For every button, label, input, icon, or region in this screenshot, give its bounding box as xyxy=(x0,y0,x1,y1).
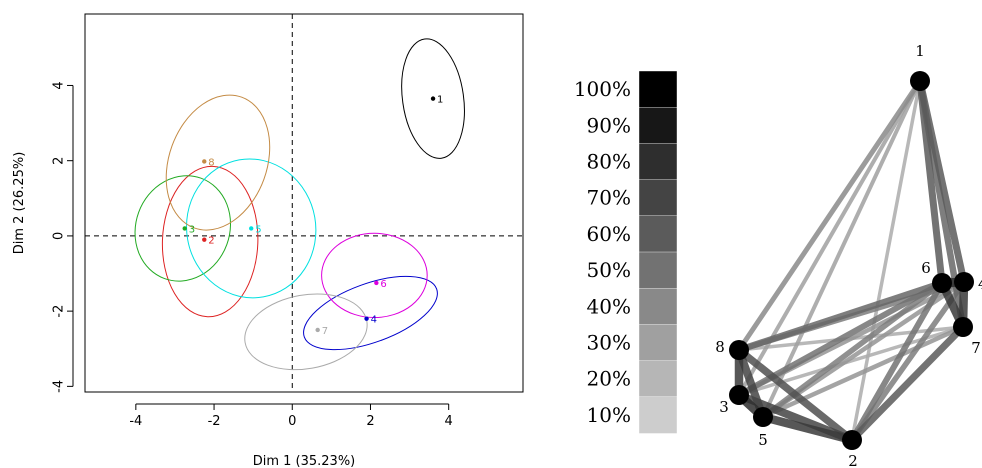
legend-swatch-60 xyxy=(639,216,677,253)
data-point-7 xyxy=(315,328,319,332)
node-2 xyxy=(842,430,862,450)
grayscale-legend: 100% 90% 80% 70% 60% 50% 40% 30% 20% 10% xyxy=(574,71,677,434)
data-point-label: 2 xyxy=(208,236,214,247)
legend-label: 60% xyxy=(587,222,631,246)
node-3 xyxy=(729,385,749,405)
x-tick-label: -4 xyxy=(129,414,142,429)
y-tick-label: -4 xyxy=(52,380,67,393)
data-point-label: 3 xyxy=(189,224,195,235)
node-4 xyxy=(954,272,974,292)
y-tick-label: 2 xyxy=(52,157,67,165)
legend-swatch-80 xyxy=(639,143,677,180)
node-label-8: 8 xyxy=(715,338,725,356)
legend-swatch-90 xyxy=(639,107,677,144)
node-5 xyxy=(753,407,773,427)
y-tick-label: -2 xyxy=(52,305,67,318)
node-7 xyxy=(953,317,973,337)
y-axis-label: Dim 2 (26.25%) xyxy=(12,152,27,255)
data-point-2 xyxy=(202,237,206,241)
node-8 xyxy=(729,340,749,360)
data-point-1 xyxy=(431,96,435,100)
node-label-5: 5 xyxy=(758,431,768,449)
legend-label: 70% xyxy=(587,186,631,210)
node-label-4: 4 xyxy=(978,275,982,293)
legend-swatch-10 xyxy=(639,397,677,434)
data-point-label: 7 xyxy=(322,326,328,337)
legend-swatch-20 xyxy=(639,361,677,398)
data-point-label: 5 xyxy=(255,224,261,235)
x-tick-label: 2 xyxy=(366,414,374,429)
x-tick-label: 4 xyxy=(445,414,453,429)
legend-label: 90% xyxy=(587,113,631,137)
legend-label: 50% xyxy=(587,258,631,282)
data-point-label: 8 xyxy=(208,157,214,168)
legend-label: 30% xyxy=(587,331,631,355)
confidence-ellipse-8 xyxy=(148,80,287,244)
data-point-5 xyxy=(249,226,253,230)
y-tick-label: 0 xyxy=(52,232,67,240)
legend-swatch-40 xyxy=(639,288,677,325)
node-1 xyxy=(910,71,930,91)
legend-swatch-100 xyxy=(639,71,677,108)
y-tick-label: 4 xyxy=(52,81,67,89)
node-label-6: 6 xyxy=(921,259,931,277)
legend-label: 10% xyxy=(587,403,631,427)
confidence-ellipse-7 xyxy=(239,285,374,379)
data-point-label: 6 xyxy=(380,279,386,290)
node-label-1: 1 xyxy=(915,42,925,60)
network-graph: 1 2 3 4 5 6 7 8 xyxy=(715,42,982,468)
legend-label: 100% xyxy=(574,77,631,101)
x-tick-label: -2 xyxy=(208,414,221,429)
legend-swatch-30 xyxy=(639,324,677,361)
node-label-3: 3 xyxy=(719,398,729,416)
node-6 xyxy=(932,273,952,293)
data-point-label: 4 xyxy=(371,315,377,326)
legend-swatch-50 xyxy=(639,252,677,289)
legend-label: 80% xyxy=(587,150,631,174)
data-point-4 xyxy=(364,316,368,320)
data-point-8 xyxy=(202,159,206,163)
confidence-ellipse-6 xyxy=(322,233,428,317)
legend-swatch-70 xyxy=(639,180,677,217)
legend-label: 40% xyxy=(587,294,631,318)
node-label-2: 2 xyxy=(848,452,858,468)
data-point-6 xyxy=(374,281,378,285)
node-label-7: 7 xyxy=(971,339,981,357)
data-point-3 xyxy=(183,226,187,230)
scatter-panel: -4 -2 0 2 4 -4 -2 0 2 4 1 2 3 4 5 6 7 8 Dim 1 (35.23%) Di… xyxy=(12,14,523,468)
x-axis-label: Dim 1 (35.23%) xyxy=(253,454,356,468)
legend-label: 20% xyxy=(587,367,631,391)
data-point-label: 1 xyxy=(437,95,443,106)
confidence-ellipse-4 xyxy=(294,261,446,364)
scatter-content: -4 -2 0 2 4 -4 -2 0 2 4 1 2 3 4 5 6 7 8 xyxy=(52,14,524,429)
x-tick-label: 0 xyxy=(288,414,296,429)
